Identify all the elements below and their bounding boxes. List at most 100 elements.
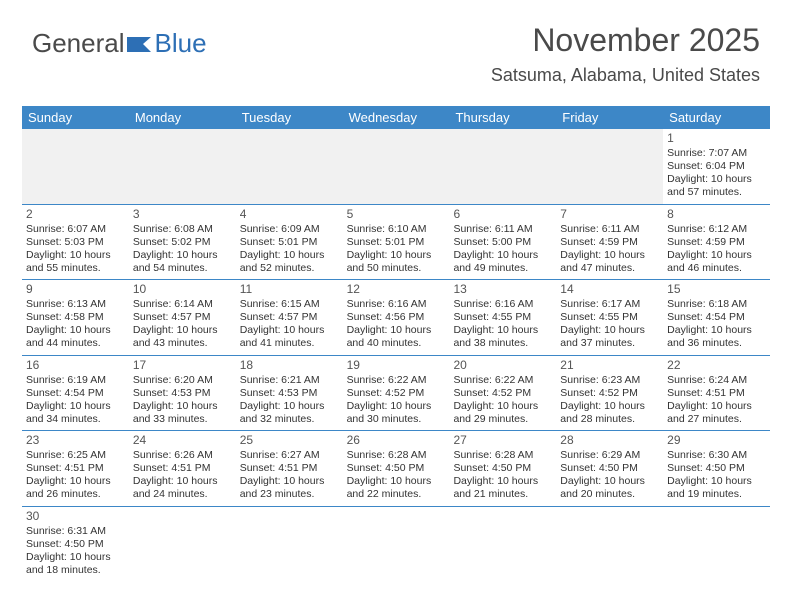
daylight1-text: Daylight: 10 hours (347, 249, 446, 262)
day-cell: 2Sunrise: 6:07 AMSunset: 5:03 PMDaylight… (22, 205, 129, 280)
sunset-text: Sunset: 4:50 PM (453, 462, 552, 475)
week-row: 23Sunrise: 6:25 AMSunset: 4:51 PMDayligh… (22, 431, 770, 507)
day-number: 18 (240, 358, 339, 373)
day-cell: 24Sunrise: 6:26 AMSunset: 4:51 PMDayligh… (129, 431, 236, 506)
day-cell: 23Sunrise: 6:25 AMSunset: 4:51 PMDayligh… (22, 431, 129, 506)
day-cell: 10Sunrise: 6:14 AMSunset: 4:57 PMDayligh… (129, 280, 236, 355)
sunrise-text: Sunrise: 6:31 AM (26, 525, 125, 538)
daylight1-text: Daylight: 10 hours (240, 475, 339, 488)
sunset-text: Sunset: 5:00 PM (453, 236, 552, 249)
day-cell-blank (129, 507, 236, 582)
day-number: 9 (26, 282, 125, 297)
title-month: November 2025 (491, 22, 760, 59)
daylight1-text: Daylight: 10 hours (667, 324, 766, 337)
calendar: SundayMondayTuesdayWednesdayThursdayFrid… (22, 106, 770, 581)
day-cell-blank (449, 129, 556, 204)
sunrise-text: Sunrise: 6:07 AM (26, 223, 125, 236)
daylight1-text: Daylight: 10 hours (667, 475, 766, 488)
sunrise-text: Sunrise: 6:13 AM (26, 298, 125, 311)
day-cell: 19Sunrise: 6:22 AMSunset: 4:52 PMDayligh… (343, 356, 450, 431)
day-header: Friday (556, 106, 663, 129)
day-number: 20 (453, 358, 552, 373)
day-number: 30 (26, 509, 125, 524)
sunset-text: Sunset: 4:57 PM (240, 311, 339, 324)
daylight2-text: and 24 minutes. (133, 488, 232, 501)
day-number: 29 (667, 433, 766, 448)
day-number: 13 (453, 282, 552, 297)
sunset-text: Sunset: 4:53 PM (240, 387, 339, 400)
day-cell: 25Sunrise: 6:27 AMSunset: 4:51 PMDayligh… (236, 431, 343, 506)
sunset-text: Sunset: 4:51 PM (667, 387, 766, 400)
day-number: 15 (667, 282, 766, 297)
daylight2-text: and 19 minutes. (667, 488, 766, 501)
sunrise-text: Sunrise: 6:11 AM (560, 223, 659, 236)
sunrise-text: Sunrise: 6:16 AM (453, 298, 552, 311)
daylight1-text: Daylight: 10 hours (133, 249, 232, 262)
day-number: 2 (26, 207, 125, 222)
day-header: Tuesday (236, 106, 343, 129)
sunrise-text: Sunrise: 6:15 AM (240, 298, 339, 311)
day-cell-blank (556, 507, 663, 582)
sunrise-text: Sunrise: 6:14 AM (133, 298, 232, 311)
day-cell: 27Sunrise: 6:28 AMSunset: 4:50 PMDayligh… (449, 431, 556, 506)
daylight2-text: and 20 minutes. (560, 488, 659, 501)
day-number: 21 (560, 358, 659, 373)
logo-text-general: General (32, 28, 125, 59)
daylight2-text: and 22 minutes. (347, 488, 446, 501)
sunset-text: Sunset: 5:03 PM (26, 236, 125, 249)
title-location: Satsuma, Alabama, United States (491, 65, 760, 86)
daylight2-text: and 46 minutes. (667, 262, 766, 275)
daylight2-text: and 33 minutes. (133, 413, 232, 426)
sunrise-text: Sunrise: 6:10 AM (347, 223, 446, 236)
sunset-text: Sunset: 4:59 PM (667, 236, 766, 249)
sunset-text: Sunset: 4:53 PM (133, 387, 232, 400)
day-cell-blank (129, 129, 236, 204)
day-header: Thursday (449, 106, 556, 129)
day-number: 23 (26, 433, 125, 448)
day-cell: 28Sunrise: 6:29 AMSunset: 4:50 PMDayligh… (556, 431, 663, 506)
day-header: Monday (129, 106, 236, 129)
daylight2-text: and 52 minutes. (240, 262, 339, 275)
day-number: 19 (347, 358, 446, 373)
day-cell: 21Sunrise: 6:23 AMSunset: 4:52 PMDayligh… (556, 356, 663, 431)
sunset-text: Sunset: 4:58 PM (26, 311, 125, 324)
day-cell-blank (22, 129, 129, 204)
day-header: Saturday (663, 106, 770, 129)
daylight1-text: Daylight: 10 hours (560, 249, 659, 262)
daylight1-text: Daylight: 10 hours (133, 475, 232, 488)
week-row: 2Sunrise: 6:07 AMSunset: 5:03 PM Daylight… (22, 205, 770, 281)
day-cell: 3Sunrise: 6:08 AMSunset: 5:02 PMDaylight… (129, 205, 236, 280)
day-cell: 18Sunrise: 6:21 AMSunset: 4:53 PMDayligh… (236, 356, 343, 431)
day-cell: 7Sunrise: 6:11 AMSunset: 4:59 PMDaylight… (556, 205, 663, 280)
daylight1-text: Daylight: 10 hours (667, 173, 766, 186)
sunrise-text: Sunrise: 6:30 AM (667, 449, 766, 462)
day-cell-blank (236, 129, 343, 204)
daylight2-text: and 36 minutes. (667, 337, 766, 350)
daylight2-text: and 38 minutes. (453, 337, 552, 350)
daylight2-text: and 28 minutes. (560, 413, 659, 426)
daylight2-text: and 55 minutes. (26, 262, 125, 275)
day-cell: 29Sunrise: 6:30 AMSunset: 4:50 PMDayligh… (663, 431, 770, 506)
daylight1-text: Daylight: 10 hours (560, 400, 659, 413)
day-cell: 13Sunrise: 6:16 AMSunset: 4:55 PMDayligh… (449, 280, 556, 355)
sunset-text: Sunset: 4:52 PM (560, 387, 659, 400)
sunset-text: Sunset: 4:50 PM (347, 462, 446, 475)
sunset-text: Sunset: 4:50 PM (26, 538, 125, 551)
sunrise-text: Sunrise: 6:27 AM (240, 449, 339, 462)
day-number: 6 (453, 207, 552, 222)
sunrise-text: Sunrise: 6:19 AM (26, 374, 125, 387)
day-number: 25 (240, 433, 339, 448)
sunset-text: Sunset: 4:55 PM (453, 311, 552, 324)
day-cell: 14Sunrise: 6:17 AMSunset: 4:55 PMDayligh… (556, 280, 663, 355)
calendar-header-row: SundayMondayTuesdayWednesdayThursdayFrid… (22, 106, 770, 129)
sunrise-text: Sunrise: 6:08 AM (133, 223, 232, 236)
sunrise-text: Sunrise: 6:12 AM (667, 223, 766, 236)
day-cell: 15Sunrise: 6:18 AMSunset: 4:54 PMDayligh… (663, 280, 770, 355)
daylight2-text: and 32 minutes. (240, 413, 339, 426)
sunset-text: Sunset: 4:51 PM (240, 462, 339, 475)
daylight1-text: Daylight: 10 hours (347, 475, 446, 488)
day-cell: 12Sunrise: 6:16 AMSunset: 4:56 PMDayligh… (343, 280, 450, 355)
day-cell-blank (663, 507, 770, 582)
sunrise-text: Sunrise: 6:24 AM (667, 374, 766, 387)
week-row: 30Sunrise: 6:31 AMSunset: 4:50 PMDayligh… (22, 507, 770, 582)
